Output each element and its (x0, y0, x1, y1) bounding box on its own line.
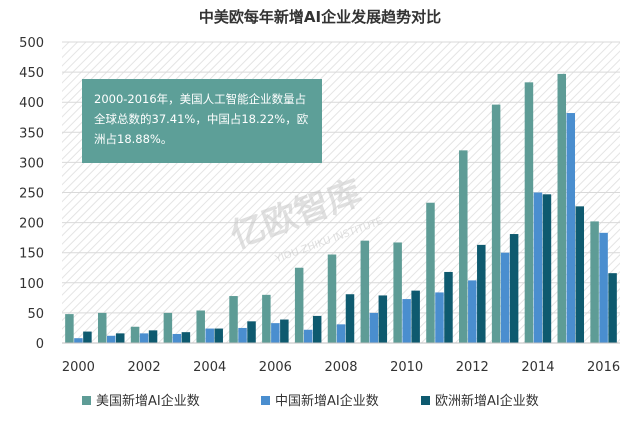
legend: 美国新增AI企业数 中国新增AI企业数 欧洲新增AI企业数 (82, 393, 539, 409)
bar-eu-2002 (148, 330, 158, 343)
x-tick-label: 2008 (324, 360, 357, 375)
y-tick-label: 400 (19, 96, 44, 111)
legend-swatch-eu (421, 396, 430, 405)
chart-title: 中美欧每年新增AI企业发展趋势对比 (199, 8, 441, 26)
bar-cn-2013 (500, 252, 510, 343)
legend-label-eu: 欧洲新增AI企业数 (435, 393, 539, 409)
bar-us-2012 (459, 150, 468, 343)
bar-us-2011 (426, 202, 435, 343)
bar-us-2007 (294, 267, 304, 343)
y-tick-label: 150 (19, 247, 44, 262)
y-tick-label: 100 (19, 277, 44, 292)
bar-us-2000 (65, 314, 74, 343)
bar-us-2008 (327, 254, 337, 343)
x-tick-label: 2016 (587, 360, 620, 375)
bar-eu-2014 (542, 194, 552, 343)
bar-us-2003 (163, 312, 173, 343)
bar-eu-2015 (575, 206, 585, 343)
bar-eu-2003 (181, 332, 191, 343)
bar-cn-2010 (402, 299, 411, 343)
x-tick-label: 2014 (521, 360, 554, 375)
legend-label-cn: 中国新增AI企业数 (275, 393, 379, 409)
x-tick-label: 2012 (456, 360, 489, 375)
x-tick-label: 2000 (62, 360, 95, 375)
bar-eu-2016 (608, 273, 617, 343)
bar-eu-2010 (411, 290, 420, 343)
bar-cn-2001 (106, 335, 116, 343)
bar-us-2015 (557, 73, 567, 343)
bar-eu-2008 (345, 294, 355, 343)
bar-cn-2006 (271, 323, 280, 343)
bar-eu-2000 (83, 331, 92, 343)
bar-cn-2002 (139, 333, 149, 343)
bar-cn-2007 (303, 329, 313, 343)
bar-cn-2003 (172, 333, 182, 343)
y-axis: 0 50 100 150 200 250 300 350 400 450 500 (19, 36, 44, 352)
y-tick-label: 450 (19, 66, 44, 81)
annotation-box: 2000-2016年，美国人工智能企业数量占全球总数的37.41%，中国占18.… (82, 79, 322, 163)
bar-cn-2009 (369, 312, 379, 343)
legend-swatch-cn (261, 396, 270, 405)
x-tick-label: 2004 (193, 360, 226, 375)
bar-us-2014 (524, 82, 534, 344)
bar-eu-2001 (115, 333, 125, 343)
bar-eu-2013 (509, 234, 519, 343)
bar-us-2010 (393, 242, 402, 343)
bar-us-2005 (229, 296, 238, 343)
y-tick-label: 50 (27, 307, 44, 322)
bar-cn-2016 (599, 232, 608, 343)
bar-us-2001 (97, 312, 107, 343)
y-tick-label: 0 (36, 337, 44, 352)
bar-eu-2007 (312, 315, 322, 343)
legend-label-us: 美国新增AI企业数 (96, 393, 200, 409)
bar-cn-2005 (238, 327, 247, 343)
x-axis: 2000 2002 2004 2006 2008 2010 2012 2014 2016 (62, 342, 620, 375)
bar-us-2013 (491, 104, 501, 343)
bar-us-2009 (360, 240, 370, 343)
bar-cn-2004 (205, 328, 214, 343)
y-tick-label: 200 (19, 217, 44, 232)
bar-cn-2011 (435, 292, 444, 343)
y-tick-label: 500 (19, 36, 44, 51)
bar-cn-2000 (74, 338, 83, 343)
bar-cn-2014 (533, 192, 543, 343)
bar-cn-2015 (566, 113, 576, 343)
bar-us-2004 (196, 310, 205, 343)
annotation-text: 2000-2016年，美国人工智能企业数量占全球总数的37.41%，中国占18.… (94, 92, 309, 146)
x-tick-label: 2010 (390, 360, 423, 375)
bar-eu-2004 (214, 328, 223, 343)
bar-eu-2006 (280, 319, 289, 343)
y-tick-label: 300 (19, 156, 44, 171)
legend-swatch-us (82, 396, 91, 405)
bar-cn-2012 (468, 280, 477, 343)
x-tick-label: 2006 (259, 360, 292, 375)
bar-eu-2005 (247, 321, 256, 343)
bar-us-2002 (130, 326, 140, 343)
y-tick-label: 250 (19, 187, 44, 202)
y-tick-label: 350 (19, 126, 44, 141)
bar-eu-2012 (477, 244, 486, 343)
bar-eu-2011 (444, 271, 453, 343)
bar-eu-2009 (378, 295, 388, 343)
bars-group (65, 73, 617, 344)
bar-cn-2008 (336, 324, 346, 343)
bar-us-2016 (590, 221, 599, 343)
bar-us-2006 (262, 294, 271, 343)
x-tick-label: 2002 (128, 360, 161, 375)
